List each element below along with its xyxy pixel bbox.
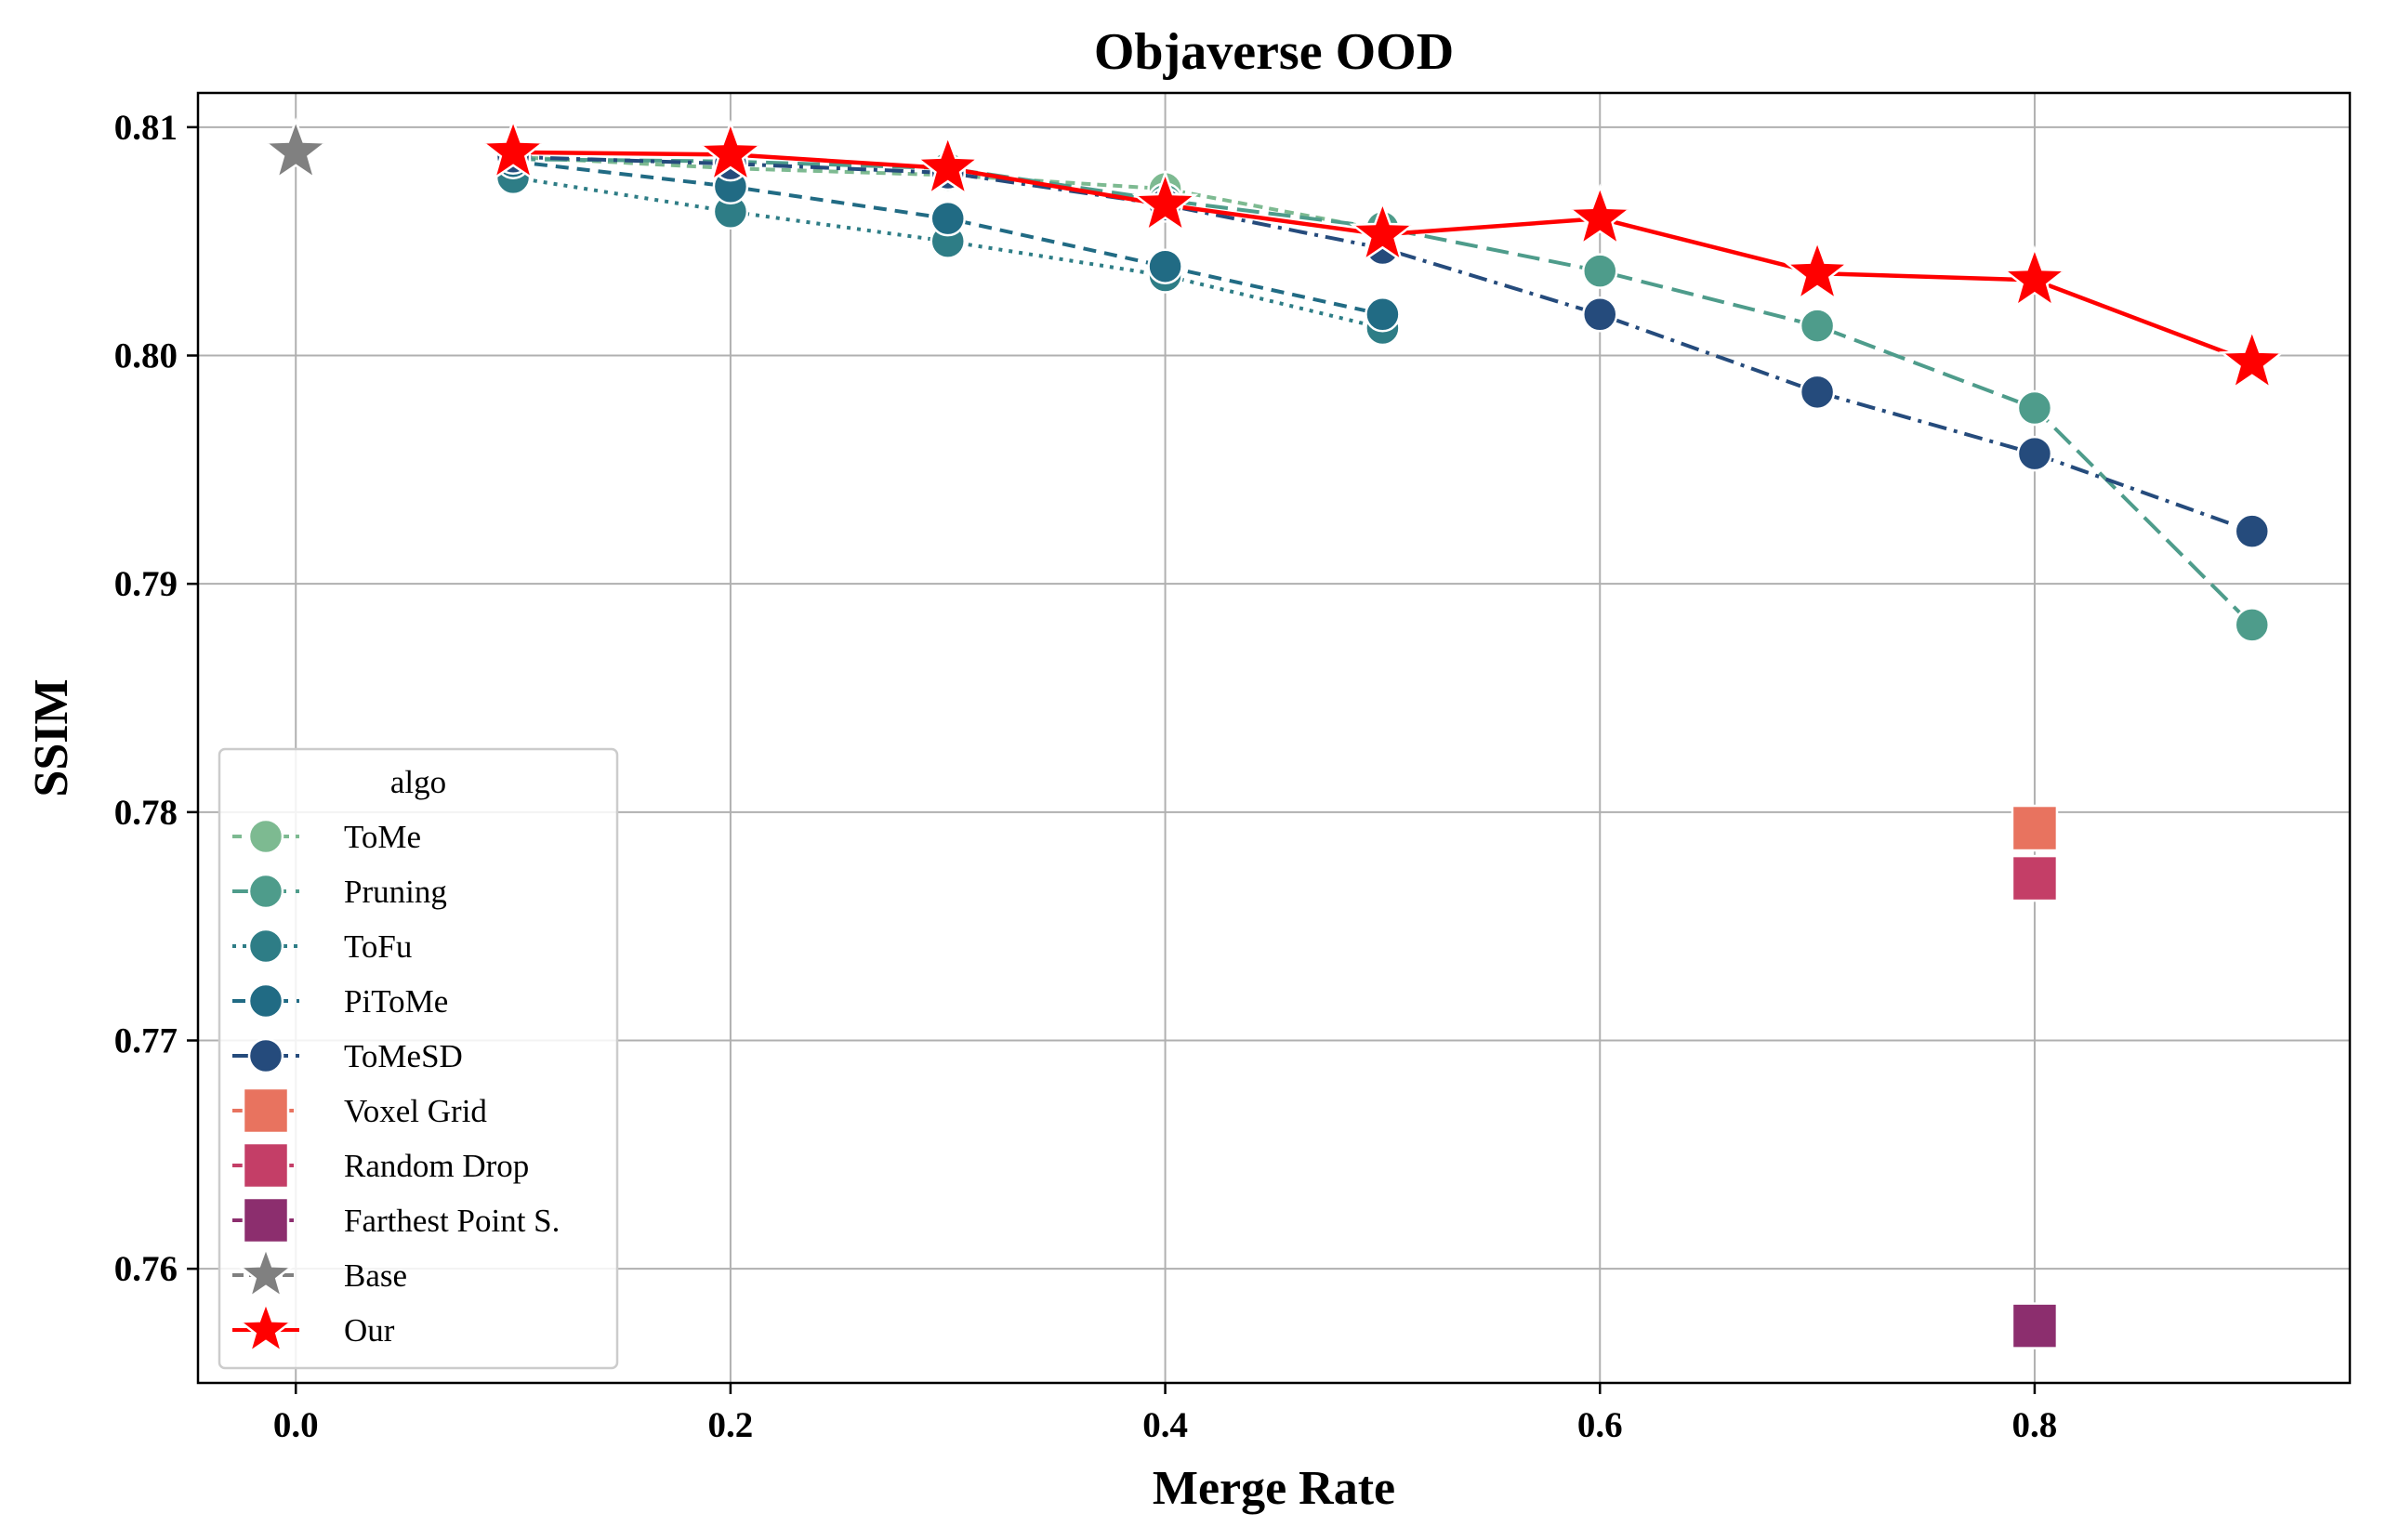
legend-marker-voxel-grid <box>242 1086 290 1135</box>
legend-title: algo <box>390 764 446 800</box>
x-axis-title: Merge Rate <box>1153 1462 1395 1515</box>
legend-label-tome: ToMe <box>344 819 421 855</box>
legend-entry-pitome: PiToMe <box>232 982 448 1020</box>
legend-marker-our <box>237 1299 295 1355</box>
data-point-random-drop <box>2011 854 2059 902</box>
x-tick-label: 0.6 <box>1577 1405 1623 1445</box>
legend-marker-tome <box>247 818 284 855</box>
legend-entry-base: Base <box>232 1244 407 1300</box>
y-tick-label: 0.81 <box>114 108 178 148</box>
legend-marker-pitome <box>247 982 284 1020</box>
y-tick-label: 0.76 <box>114 1249 178 1289</box>
legend-items: ToMe Pruning ToFu PiToMe ToMeSD Voxel Grid Ran… <box>232 818 560 1355</box>
legend-label-our: Our <box>344 1312 395 1349</box>
data-point-tomesd <box>2234 513 2271 549</box>
data-point-our <box>1566 183 1634 247</box>
y-tick-label: 0.78 <box>114 793 178 833</box>
data-point-tomesd <box>1582 296 1618 333</box>
x-tick-label: 0.2 <box>708 1405 754 1445</box>
legend-entry-tomesd: ToMeSD <box>232 1037 463 1074</box>
x-axis-ticks: 0.0 0.2 0.4 0.6 0.8 <box>273 1383 2057 1445</box>
legend-label-tofu: ToFu <box>344 928 412 965</box>
legend-marker-tofu <box>247 928 284 965</box>
series-line-tofu <box>512 175 1383 330</box>
data-point-pruning <box>2234 607 2271 643</box>
legend-label-voxel-grid: Voxel Grid <box>344 1093 487 1129</box>
data-point-pitome <box>1147 248 1183 284</box>
y-axis-title: SSIM <box>25 678 78 796</box>
data-point-tomesd <box>1799 374 1836 411</box>
data-point-pitome <box>930 200 966 237</box>
legend-marker-farthest-point-s <box>242 1196 290 1244</box>
chart-title: Objaverse OOD <box>1094 23 1454 81</box>
data-point-farthest-point-s <box>2011 1302 2059 1349</box>
legend-box <box>218 747 619 1370</box>
plot-frame <box>196 91 2352 1385</box>
x-tick-label: 0.8 <box>2012 1405 2058 1445</box>
data-point-pruning <box>2016 389 2053 427</box>
legend-label-farthest-point-s: Farthest Point S. <box>344 1203 560 1239</box>
x-tick-label: 0.0 <box>273 1405 319 1445</box>
legend: algo ToMe Pruning ToFu PiToMe ToMeSD Voxel Gr… <box>218 747 619 1370</box>
x-tick-label: 0.4 <box>1142 1405 1188 1445</box>
data-point-our <box>2218 327 2286 391</box>
data-point-pitome <box>1365 296 1401 333</box>
data-point-voxel-grid <box>2011 804 2059 852</box>
data-point-our <box>1349 199 1417 263</box>
legend-marker-pruning <box>247 873 284 910</box>
data-point-pruning <box>1582 253 1618 289</box>
y-tick-label: 0.79 <box>114 564 178 604</box>
series-line-tomesd <box>513 154 2253 533</box>
legend-label-pruning: Pruning <box>344 874 447 910</box>
y-tick-label: 0.80 <box>114 336 178 376</box>
legend-marker-random-drop <box>242 1141 290 1190</box>
legend-entry-pruning: Pruning <box>232 873 447 910</box>
legend-label-tomesd: ToMeSD <box>344 1038 463 1074</box>
data-point-our <box>2001 244 2068 309</box>
data-point-pruning <box>1799 308 1836 344</box>
legend-entry-voxel-grid: Voxel Grid <box>232 1086 487 1135</box>
legend-label-random-drop: Random Drop <box>344 1148 529 1184</box>
data-point-our <box>1784 238 1851 302</box>
legend-entry-our: Our <box>232 1299 395 1355</box>
data-point-our <box>480 117 547 181</box>
data-point-our <box>914 133 982 197</box>
data-point-our <box>1131 169 1199 233</box>
series-markers <box>262 117 2286 1349</box>
legend-entry-farthest-point-s: Farthest Point S. <box>232 1196 560 1244</box>
legend-entry-random-drop: Random Drop <box>232 1141 529 1190</box>
data-point-base <box>262 117 330 181</box>
data-point-tomesd <box>2016 435 2053 472</box>
y-axis-ticks: 0.76 0.77 0.78 0.79 0.80 0.81 <box>114 108 198 1289</box>
legend-marker-tomesd <box>247 1037 284 1074</box>
legend-entry-tome: ToMe <box>232 818 421 855</box>
y-tick-label: 0.77 <box>114 1021 178 1061</box>
legend-label-pitome: PiToMe <box>344 983 448 1020</box>
legend-entry-tofu: ToFu <box>232 928 412 965</box>
legend-marker-base <box>237 1244 295 1300</box>
legend-label-base: Base <box>344 1257 407 1294</box>
data-point-our <box>697 119 764 183</box>
